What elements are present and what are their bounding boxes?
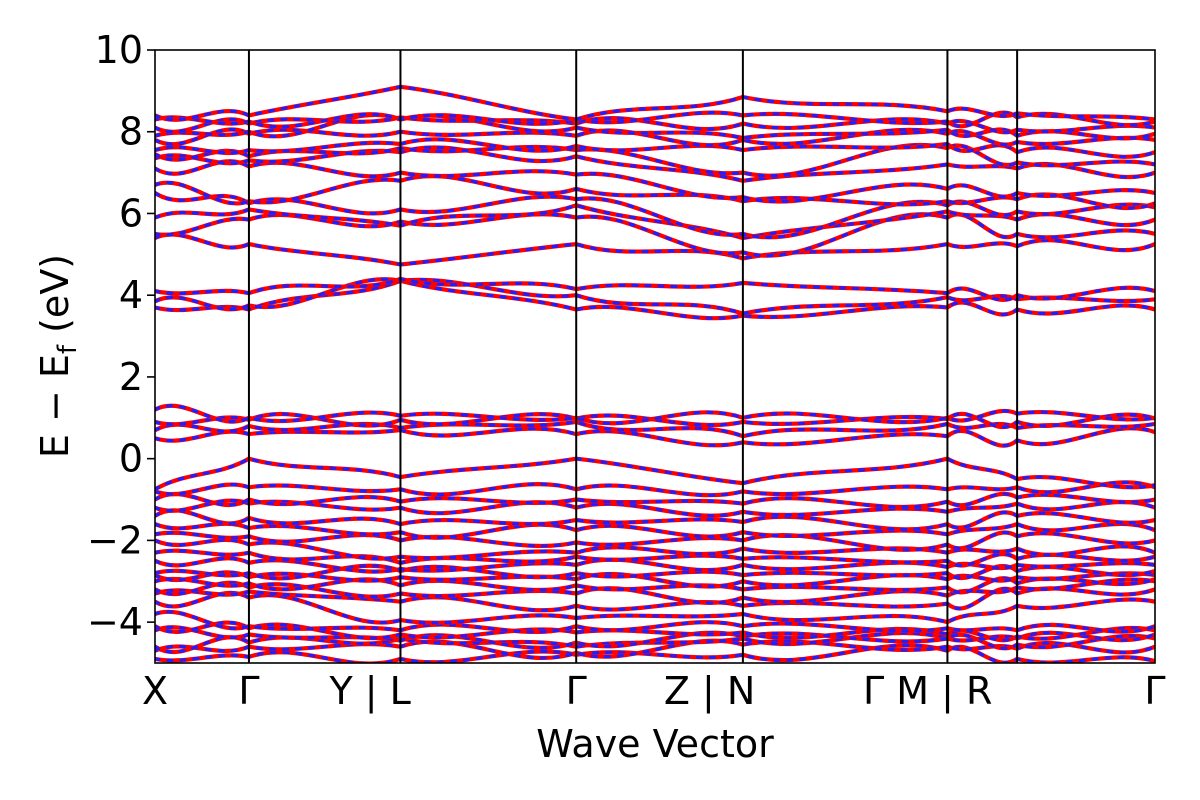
x-tick-label: Γ [1144,669,1165,713]
x-axis-label: Wave Vector [536,722,774,766]
band-24-dots [155,420,1155,438]
band-20-dots [155,492,1155,509]
x-tick-label: Z | N [664,669,755,714]
x-axis: X Γ Y | L Γ Z | N Γ M | R Γ [142,669,1166,714]
band-18-dots [155,508,1155,531]
band-41-dots [155,115,1155,134]
band-4-dots [155,625,1155,650]
x-tick-label: Γ M | R [863,669,992,714]
band-32-dots [155,203,1155,240]
band-26-dots [155,404,1155,425]
band-5-dots [155,621,1155,642]
band-21-dots [155,480,1155,497]
band-11-dots [155,570,1155,589]
y-axis-label-subscript: f [53,344,83,354]
band-29-dots [155,277,1155,302]
band-14-dots [155,549,1155,568]
band-39-dots [155,127,1155,147]
y-axis-label: E − Ef (eV) [33,254,83,458]
band-38-line [155,137,1155,159]
y-tick-label: 6 [119,191,143,235]
y-axis: −4 −2 0 2 4 6 8 10 [87,28,155,644]
band-37-dots [155,143,1155,178]
band-27-dots [155,279,1155,320]
y-tick-label: −2 [87,518,143,562]
band-42-dots [155,111,1155,129]
y-tick-label: 0 [119,437,143,481]
band-6-dots [155,610,1155,634]
band-7-dots [155,591,1155,625]
band-30-dots [155,232,1155,267]
y-tick-label: 8 [119,110,143,154]
band-9-dots [155,577,1155,605]
band-17-dots [155,522,1155,540]
x-tick-label: Y | L [328,669,410,714]
y-tick-label: 4 [119,273,143,317]
band-23-dots [155,426,1155,448]
band-25-dots [155,412,1155,429]
x-tick-label: X [142,669,168,713]
y-axis-label-unit: (eV) [33,254,77,345]
bands-layer [155,84,1155,663]
plot-frame [154,49,1156,664]
y-tick-label: 10 [95,28,143,72]
y-axis-label-main: E − E [33,354,77,458]
band-35-dots [155,159,1155,204]
x-tick-label: Γ [566,669,587,713]
y-tick-label: −4 [87,600,143,644]
band-33-dots [155,191,1155,239]
kpoint-lines [247,50,1019,663]
x-tick-label: Γ [238,669,259,713]
band-22-dots [155,457,1155,491]
band-28-dots [155,277,1155,316]
y-tick-label: 2 [119,355,143,399]
band-16-dots [155,530,1155,552]
band-43-dots [155,85,1155,122]
band-31-dots [155,212,1155,258]
band-38-dots [155,137,1155,159]
